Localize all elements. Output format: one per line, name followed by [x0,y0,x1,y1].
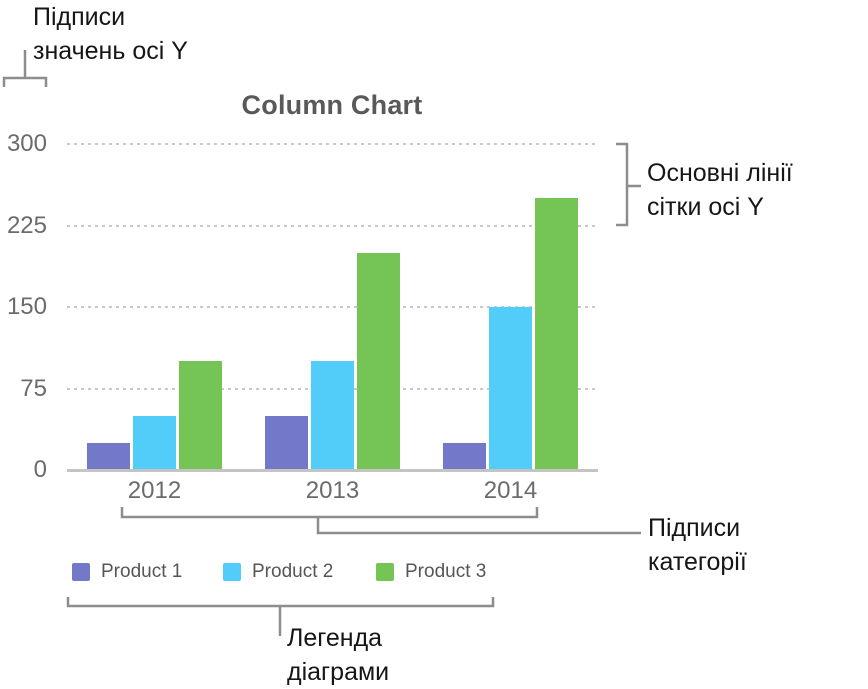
bar-product-2-2014 [489,307,532,470]
y-tick-label-225: 225 [6,211,47,239]
bar-product-3-2012 [179,361,222,470]
bar-product-2-2013 [311,361,354,470]
legend-swatch-3 [376,562,394,581]
legend-label-3: Product 3 [405,561,487,582]
category-label-2014: 2014 [483,477,538,504]
bar-product-3-2014 [535,198,578,470]
bar-product-3-2013 [357,252,400,470]
y-tick-label-0: 0 [33,456,47,483]
y-tick-label-75: 75 [20,374,47,402]
category-labels-bracket [120,507,641,535]
bar-product-1-2013 [265,415,308,470]
bar-product-2-2012 [133,415,176,470]
legend-item-1: Product 1 [72,562,182,581]
category-label-2013: 2013 [305,477,360,504]
y-tick-label-150: 150 [6,293,47,320]
legend-item-2: Product 2 [223,562,333,581]
plot-area [67,143,597,470]
gridline-225 [67,224,597,227]
annotation-category-labels: Підписи категорії [648,514,747,576]
legend-bracket [66,597,495,636]
legend-swatch-1 [72,562,90,581]
chart-title: Column Chart [241,90,423,120]
annotation-legend: Легенда діаграми [287,624,390,686]
legend-item-3: Product 3 [376,562,486,581]
gridline-150 [67,306,597,308]
legend-label-1: Product 1 [101,561,183,582]
legend-label-2: Product 2 [252,561,334,582]
bar-product-1-2012 [87,442,130,470]
legend-swatch-2 [223,562,241,581]
y-tick-label-300: 300 [6,130,47,157]
annotation-y-value-labels: Підписи значень осі Y [33,3,188,65]
gridline-300 [67,143,597,145]
bar-product-1-2014 [443,442,486,470]
category-label-2012: 2012 [127,477,182,504]
x-axis-line [67,469,598,472]
gridlines-bracket [616,142,641,227]
annotation-y-gridlines: Основні лінії сітки осі Y [647,159,793,221]
